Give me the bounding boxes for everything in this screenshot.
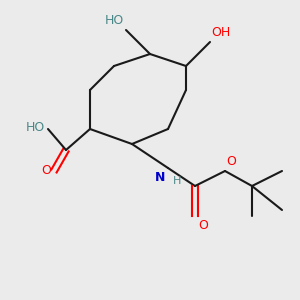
Text: O: O — [41, 164, 51, 178]
Text: HO: HO — [26, 121, 45, 134]
Text: O: O — [198, 219, 208, 232]
Text: O: O — [226, 155, 236, 168]
Text: H: H — [172, 176, 181, 185]
Text: HO: HO — [105, 14, 124, 27]
Text: N: N — [154, 171, 165, 184]
Text: OH: OH — [212, 26, 231, 39]
